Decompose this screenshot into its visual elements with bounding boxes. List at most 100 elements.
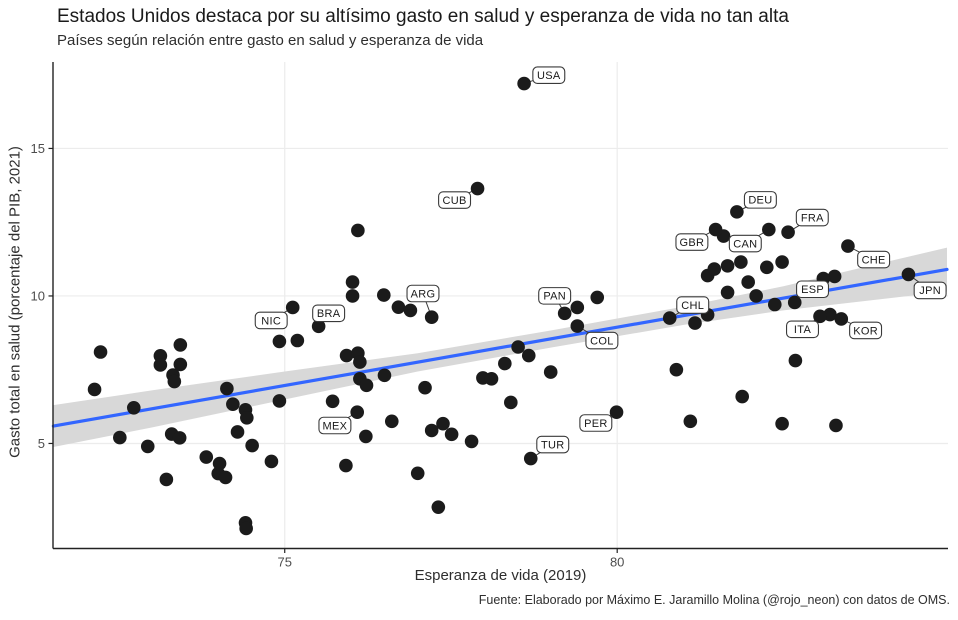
country-label-box [406,284,440,303]
data-point [504,395,518,410]
country-label-box [743,191,777,209]
country-label-box [795,208,829,227]
data-point [264,454,279,469]
country-label-box [254,311,288,330]
country-label-ESP: ESP [796,280,830,299]
data-point [172,431,187,445]
data-point [167,374,182,389]
country-label-text: DEU [748,195,772,207]
data-point-ARG [424,310,439,324]
country-label-DEU: DEU [743,191,777,209]
data-point [377,288,391,302]
data-point-COL [570,319,585,333]
data-point [126,400,141,415]
x-tick-label-75: 75 [277,555,291,570]
data-point-CUB [470,181,485,196]
country-label-KOR: KOR [849,321,883,340]
country-label-box [538,287,572,305]
data-point [424,423,439,438]
data-point [484,372,499,386]
data-point [173,338,188,352]
data-point [93,345,108,359]
data-point [272,394,287,408]
data-point [87,382,102,397]
country-label-text: COL [590,335,614,347]
data-point-FRA [781,225,795,240]
data-point [683,414,698,429]
data-point [403,303,418,318]
country-label-text: CUB [442,195,466,207]
data-point [339,458,353,473]
data-point [240,411,254,425]
data-point [212,456,227,471]
data-point [741,275,755,289]
data-point [239,521,253,536]
country-label-MEX: MEX [318,416,352,435]
country-label-text: PER [584,418,608,430]
data-point [272,334,287,349]
country-label-box [318,416,352,435]
data-point [353,355,367,369]
data-point [220,381,234,396]
data-point [669,362,684,377]
data-point [444,427,459,442]
country-label-CHL: CHL [676,296,710,314]
country-label-text: CAN [733,238,757,250]
country-label-text: ARG [411,288,436,300]
country-label-NIC: NIC [254,311,288,330]
data-point-NIC [285,300,300,315]
chart-title: Estados Unidos destaca por su altísimo g… [57,6,789,27]
data-point-CHL [662,311,677,325]
country-label-box [913,281,947,300]
data-point [775,255,789,269]
country-label-box [532,66,566,85]
data-point [199,450,214,464]
data-point [226,397,240,412]
country-label-box [786,320,820,339]
country-label-box [585,331,619,350]
data-point [159,472,174,487]
country-label-box [438,191,472,209]
country-label-text: ESP [801,284,824,296]
data-point [749,289,763,303]
country-label-text: KOR [853,325,878,337]
y-tick-label-15: 15 [31,141,45,156]
country-label-TUR: TUR [536,435,570,454]
country-label-text: JPN [919,285,941,297]
data-point [590,290,605,305]
country-label-box [579,414,613,432]
data-point [359,429,373,444]
data-point [418,380,432,395]
country-label-text: GBR [680,237,705,249]
country-label-PAN: PAN [538,287,572,305]
data-point [153,358,168,372]
country-label-JPN: JPN [913,281,947,300]
country-label-PER: PER [579,414,613,432]
country-label-box [857,250,891,269]
data-point [787,295,802,310]
data-point [775,416,789,431]
data-point [351,223,365,238]
data-point [788,353,803,368]
data-point-JPN [901,267,916,282]
data-point [827,269,842,284]
x-axis-title: Esperanza de vida (2019) [414,567,587,584]
data-point [359,378,374,393]
data-point-GBR [708,222,723,237]
country-label-box [676,296,710,314]
data-point [734,255,748,269]
data-point-KOR [834,312,849,326]
country-label-CUB: CUB [438,191,472,209]
data-point-CAN [762,222,776,237]
data-point [410,466,425,481]
country-label-text: FRA [801,212,824,224]
data-point [345,275,360,289]
data-point [391,300,406,314]
country-label-USA: USA [532,66,566,85]
country-label-GBR: GBR [675,233,709,251]
country-label-text: ITA [794,324,812,336]
data-point [464,434,479,449]
data-point [829,418,843,433]
data-point [521,348,536,363]
